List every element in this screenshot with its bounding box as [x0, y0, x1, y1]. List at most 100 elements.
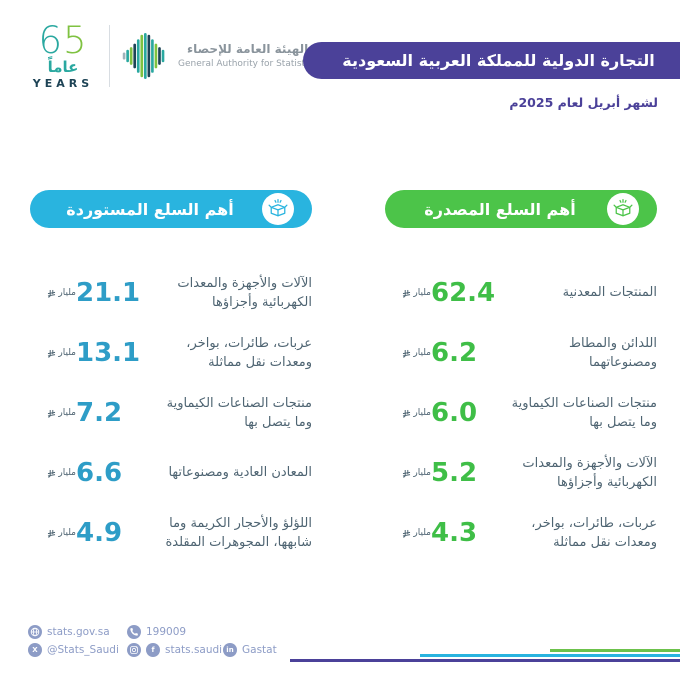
- export-row: عربات، طائرات، بواخر، ومعدات نقل مماثلة …: [385, 508, 657, 558]
- commodity-value: 6.2: [431, 338, 478, 368]
- digit-5: 5: [63, 19, 88, 62]
- years-arabic-label: عاماً: [47, 58, 79, 76]
- digit-6: 6: [38, 19, 63, 62]
- footer-contacts: stats.gov.sa 199009 X @Stats_Saudi f sta…: [28, 625, 277, 661]
- riyal-symbol-icon: [403, 409, 411, 418]
- value-unit: مليار: [30, 528, 76, 538]
- x-handle-label: @Stats_Saudi: [47, 644, 119, 656]
- export-row: منتجات الصناعات الكيماوية وما يتصل بها 6…: [385, 388, 657, 438]
- accent-line-green: [550, 649, 680, 652]
- exports-list: المنتجات المعدنية 62.4 مليار اللدائن وال…: [385, 268, 657, 558]
- authority-name: الهيئة العامة للإحصاء General Authority …: [178, 41, 317, 69]
- phone-label: 199009: [146, 626, 187, 638]
- imports-heading: أهم السلع المستوردة: [30, 190, 312, 228]
- facebook-icon: f: [146, 643, 160, 657]
- commodity-value: 6.6: [76, 458, 123, 488]
- accent-line-purple: [290, 659, 680, 662]
- riyal-symbol-icon: [48, 469, 56, 478]
- value-unit: مليار: [385, 288, 431, 298]
- export-row: المنتجات المعدنية 62.4 مليار: [385, 268, 657, 318]
- exports-heading-label: أهم السلع المصدرة: [424, 199, 576, 219]
- commodity-label: اللدائن والمطاط ومصنوعاتهما: [569, 335, 657, 371]
- import-row: عربات، طائرات، بواخر، ومعدات نقل مماثلة …: [30, 328, 312, 378]
- unit-label: مليار: [413, 468, 431, 478]
- commodity-label: عربات، طائرات، بواخر، ومعدات نقل مماثلة: [186, 335, 312, 371]
- value-unit: مليار: [385, 408, 431, 418]
- import-box-icon: [262, 193, 294, 225]
- value-unit: مليار: [30, 348, 76, 358]
- globe-icon: [28, 625, 42, 639]
- exports-heading: أهم السلع المصدرة: [385, 190, 657, 228]
- period-subtitle: لشهر أبريل لعام 2025م: [509, 95, 658, 110]
- riyal-symbol-icon: [48, 529, 56, 538]
- imports-heading-label: أهم السلع المستوردة: [66, 199, 234, 219]
- brand-block: 65 عاماً YEARS الهيئة العامة للإحصاء Gen…: [28, 22, 317, 89]
- social-handle-label: stats.saudi: [165, 644, 223, 656]
- 65-digits: 65: [28, 22, 98, 59]
- phone-icon: [127, 625, 141, 639]
- unit-label: مليار: [58, 528, 76, 538]
- commodity-value: 5.2: [431, 458, 478, 488]
- years-english-label: YEARS: [32, 77, 94, 90]
- commodity-label: منتجات الصناعات الكيماوية وما يتصل بها: [511, 395, 657, 431]
- unit-label: مليار: [58, 288, 76, 298]
- riyal-symbol-icon: [403, 529, 411, 538]
- riyal-symbol-icon: [403, 469, 411, 478]
- riyal-symbol-icon: [403, 289, 411, 298]
- value-unit: مليار: [385, 348, 431, 358]
- page-title: التجارة الدولية للمملكة العربية السعودية: [303, 42, 680, 79]
- commodity-label: المعادن العادية ومصنوعاتها: [168, 465, 312, 481]
- commodity-label: الآلات والأجهزة والمعدات الكهربائية وأجز…: [177, 275, 312, 311]
- export-row: اللدائن والمطاط ومصنوعاتهما 6.2 مليار: [385, 328, 657, 378]
- riyal-symbol-icon: [403, 349, 411, 358]
- 65-years-logo: 65 عاماً YEARS: [28, 22, 98, 89]
- riyal-symbol-icon: [48, 349, 56, 358]
- x-twitter-icon: X: [28, 643, 42, 657]
- linkedin-icon: in: [223, 643, 237, 657]
- x-link[interactable]: X @Stats_Saudi: [28, 643, 127, 657]
- export-row: الآلات والأجهزة والمعدات الكهربائية وأجز…: [385, 448, 657, 498]
- commodity-value: 6.0: [431, 398, 478, 428]
- value-unit: مليار: [30, 468, 76, 478]
- commodity-label: منتجات الصناعات الكيماوية وما يتصل بها: [166, 395, 312, 431]
- riyal-symbol-icon: [48, 409, 56, 418]
- social-link[interactable]: f stats.saudi: [127, 643, 223, 657]
- gastat-logo-icon: [122, 32, 165, 79]
- import-row: الآلات والأجهزة والمعدات الكهربائية وأجز…: [30, 268, 312, 318]
- commodity-value: 21.1: [76, 278, 141, 308]
- value-unit: مليار: [385, 528, 431, 538]
- logo-divider: [109, 24, 110, 87]
- commodity-value: 62.4: [431, 278, 496, 308]
- phone-contact[interactable]: 199009: [127, 625, 186, 639]
- value-unit: مليار: [30, 408, 76, 418]
- export-box-icon: [607, 193, 639, 225]
- commodity-label: عربات، طائرات، بواخر، ومعدات نقل مماثلة: [531, 515, 657, 551]
- commodity-value: 4.9: [76, 518, 123, 548]
- imports-section: أهم السلع المستوردة الآلات والأجهزة والم…: [30, 190, 312, 568]
- riyal-symbol-icon: [48, 289, 56, 298]
- footer-row-1: stats.gov.sa 199009: [28, 625, 277, 639]
- import-row: المعادن العادية ومصنوعاتها 6.6 مليار: [30, 448, 312, 498]
- import-row: منتجات الصناعات الكيماوية وما يتصل بها 7…: [30, 388, 312, 438]
- instagram-icon: [127, 643, 141, 657]
- website-link[interactable]: stats.gov.sa: [28, 625, 127, 639]
- commodity-label: اللؤلؤ والأحجار الكريمة وما شابهها، المج…: [165, 515, 312, 551]
- accent-line-cyan: [420, 654, 680, 657]
- commodity-value: 13.1: [76, 338, 141, 368]
- unit-label: مليار: [58, 348, 76, 358]
- commodity-label: الآلات والأجهزة والمعدات الكهربائية وأجز…: [522, 455, 657, 491]
- commodity-value: 7.2: [76, 398, 123, 428]
- footer-row-2: X @Stats_Saudi f stats.saudi in Gastat: [28, 643, 277, 657]
- linkedin-link[interactable]: in Gastat: [223, 643, 277, 657]
- unit-label: مليار: [413, 288, 431, 298]
- unit-label: مليار: [413, 408, 431, 418]
- website-label: stats.gov.sa: [47, 626, 110, 638]
- imports-list: الآلات والأجهزة والمعدات الكهربائية وأجز…: [30, 268, 312, 558]
- value-unit: مليار: [30, 288, 76, 298]
- unit-label: مليار: [58, 468, 76, 478]
- authority-name-english: General Authority for Statistics: [178, 58, 318, 69]
- exports-section: أهم السلع المصدرة المنتجات المعدنية 62.4…: [385, 190, 657, 568]
- unit-label: مليار: [413, 528, 431, 538]
- value-unit: مليار: [385, 468, 431, 478]
- commodity-value: 4.3: [431, 518, 478, 548]
